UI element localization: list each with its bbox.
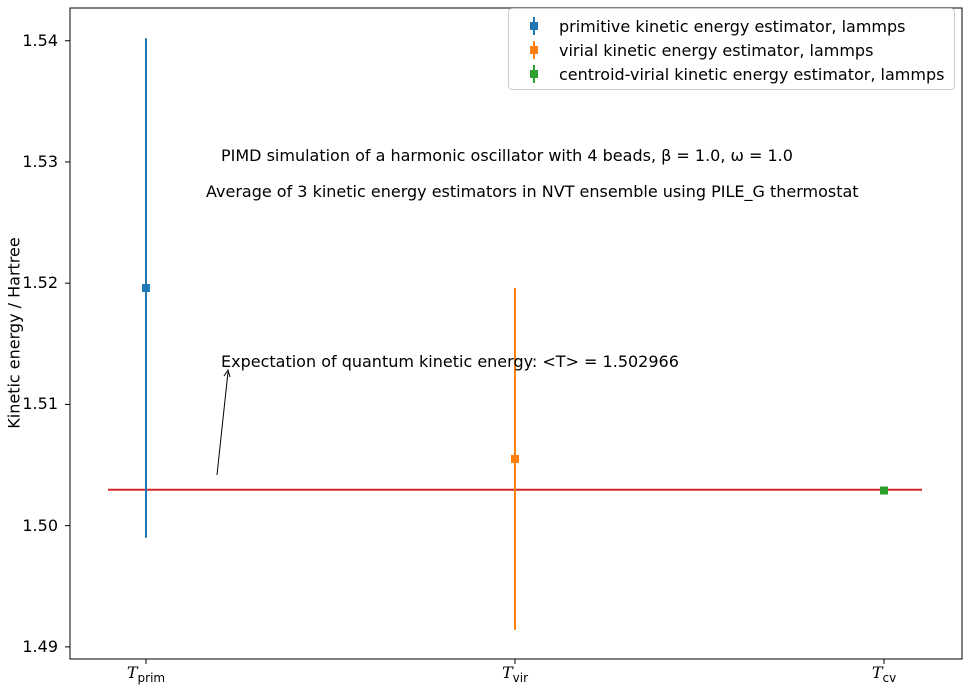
data-marks xyxy=(142,38,888,630)
y-tick-label-1: 1.50 xyxy=(22,515,58,535)
expectation-annotation: Expectation of quantum kinetic energy: <… xyxy=(221,352,679,371)
legend-label-centroid-virial: centroid-virial kinetic energy estimator… xyxy=(559,65,945,84)
legend-marker-centroid-virial xyxy=(529,63,539,85)
y-tick-label-3: 1.52 xyxy=(22,273,58,293)
annotation-arrow xyxy=(216,368,231,476)
x-tick-label-0: Tprim xyxy=(126,663,166,686)
legend-entry-primitive: primitive kinetic energy estimator, lamm… xyxy=(509,15,954,37)
title-line-2: Average of 3 kinetic energy estimators i… xyxy=(206,182,859,201)
title-line-1: PIMD simulation of a harmonic oscillator… xyxy=(221,146,793,165)
x-tick-label-2: Tcv xyxy=(871,663,897,686)
legend: primitive kinetic energy estimator, lamm… xyxy=(508,8,955,90)
x-tick-label-1: Tvir xyxy=(501,663,529,686)
y-tick-label-5: 1.54 xyxy=(22,30,58,50)
legend-entry-virial: virial kinetic energy estimator, lammps xyxy=(509,39,954,61)
data-point-1 xyxy=(511,454,519,463)
y-tick-label-4: 1.53 xyxy=(22,151,58,171)
y-tick-label-0: 1.49 xyxy=(22,636,58,656)
legend-label-primitive: primitive kinetic energy estimator, lamm… xyxy=(559,17,906,36)
legend-label-virial: virial kinetic energy estimator, lammps xyxy=(559,41,874,60)
legend-marker-primitive xyxy=(529,15,539,37)
legend-marker-virial xyxy=(529,39,539,61)
legend-entry-centroid-virial: centroid-virial kinetic energy estimator… xyxy=(509,63,954,85)
axis-ticks xyxy=(65,40,885,664)
data-point-2 xyxy=(880,486,888,495)
y-axis-label: Kinetic energy / Hartree xyxy=(4,237,24,429)
data-point-0 xyxy=(142,284,150,293)
y-tick-label-2: 1.51 xyxy=(22,394,58,414)
